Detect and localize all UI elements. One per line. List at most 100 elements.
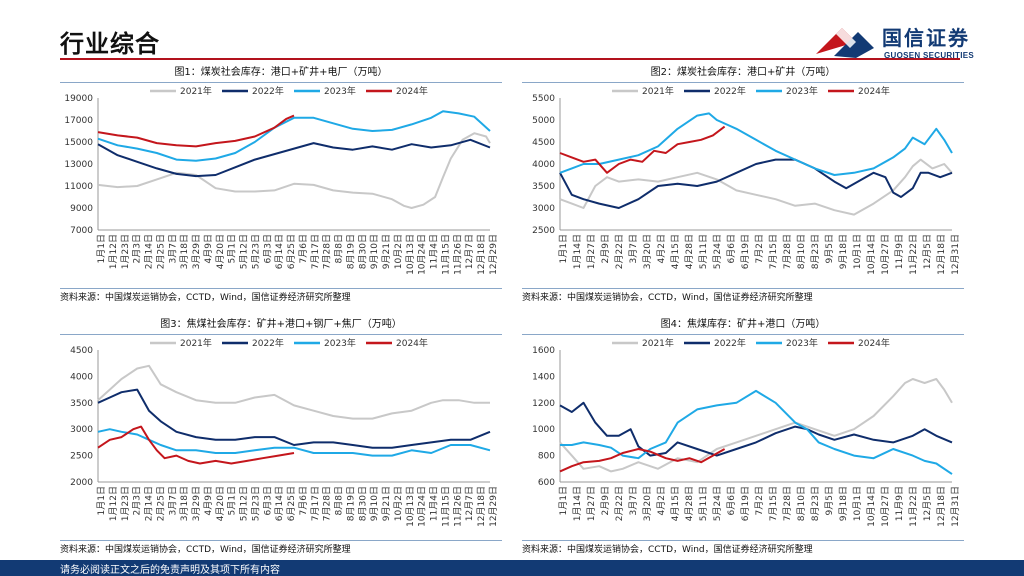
x-tick-label: 3月29日 (191, 486, 202, 521)
y-tick-label: 1600 (532, 346, 555, 356)
series-line (97, 388, 491, 449)
x-tick-label: 12月18日 (476, 486, 487, 527)
x-tick-label: 2月3日 (132, 486, 143, 515)
x-tick-label: 2月25日 (155, 234, 166, 269)
x-tick-label: 12月7日 (464, 234, 475, 269)
x-tick-label: 11月26日 (452, 486, 463, 527)
x-tick-label: 5月24日 (712, 486, 723, 521)
x-tick-label: 10月24日 (417, 486, 428, 527)
x-tick-label: 8月23日 (810, 234, 821, 269)
x-tick-label: 6月25日 (286, 234, 297, 269)
y-tick-label: 2500 (70, 452, 93, 462)
x-tick-label: 6月14日 (274, 234, 285, 269)
x-tick-label: 11月15日 (440, 234, 451, 275)
series-line (559, 401, 953, 457)
x-tick-label: 10月14日 (866, 486, 877, 527)
x-tick-label: 8月19日 (345, 234, 356, 269)
x-tick-label: 3月7日 (628, 486, 639, 515)
x-tick-label: 5月12日 (239, 234, 250, 269)
x-tick-label: 1月12日 (108, 486, 119, 521)
y-tick-label: 15000 (64, 138, 93, 148)
y-tick-label: 4500 (70, 346, 93, 356)
chart-source: 资料来源：中国煤炭运销协会，CCTD，Wind，国信证券经济研究所整理 (522, 288, 964, 305)
x-tick-label: 11月4日 (429, 234, 440, 269)
legend-label: 2024年 (396, 337, 428, 349)
chart-1-svg: 2021年 2022年 2023年 2024年 7000 9000 11000 13000 15… (64, 85, 499, 275)
x-tick-label: 9月5日 (824, 486, 835, 515)
legend-label: 2022年 (252, 85, 284, 97)
y-tick-label: 17000 (64, 116, 93, 126)
x-tick-label: 3月18日 (179, 486, 190, 521)
x-tick-label: 12月31日 (950, 234, 961, 275)
x-tick-label: 4月20日 (215, 486, 226, 521)
legend-label: 2024年 (396, 85, 428, 97)
x-tick-label: 9月10日 (369, 486, 380, 521)
footer-disclaimer: 请务必阅读正文之后的免责声明及其项下所有内容 (60, 565, 280, 576)
series-line (559, 378, 953, 473)
x-tick-label: 12月5日 (922, 486, 933, 521)
y-tick-label: 4500 (532, 138, 555, 148)
x-tick-label: 12月18日 (476, 234, 487, 275)
x-tick-label: 2月22日 (614, 486, 625, 521)
y-tick-label: 3000 (70, 425, 93, 435)
series-line (97, 425, 295, 465)
x-tick-label: 3月7日 (167, 234, 178, 263)
x-tick-label: 1月1日 (96, 486, 107, 515)
footer-bar: 请务必阅读正文之后的免责声明及其项下所有内容 (0, 560, 1024, 576)
x-tick-label: 6月3日 (262, 234, 273, 263)
chart-source: 资料来源：中国煤炭运销协会，CCTD，Wind，国信证券经济研究所整理 (60, 288, 502, 305)
x-tick-label: 10月27日 (880, 234, 891, 275)
x-tick-label: 11月22日 (908, 234, 919, 275)
x-tick-label: 9月10日 (369, 234, 380, 269)
x-tick-label: 11月9日 (894, 234, 905, 269)
legend-label: 2023年 (324, 337, 356, 349)
y-tick-label: 1200 (532, 399, 555, 409)
x-tick-label: 6月19日 (740, 234, 751, 269)
legend-label: 2021年 (642, 337, 674, 349)
x-tick-label: 2月9日 (600, 486, 611, 515)
x-tick-label: 3月29日 (191, 234, 202, 269)
x-tick-label: 7月17日 (310, 234, 321, 269)
x-tick-label: 10月2日 (393, 486, 404, 521)
x-tick-label: 10月14日 (866, 234, 877, 275)
y-tick-label: 5000 (532, 116, 555, 126)
y-tick-label: 19000 (64, 94, 93, 104)
chart-source: 资料来源：中国煤炭运销协会，CCTD，Wind，国信证券经济研究所整理 (522, 540, 964, 557)
x-tick-label: 7月6日 (298, 234, 309, 263)
x-tick-label: 8月8日 (334, 486, 345, 515)
legend-label: 2021年 (180, 85, 212, 97)
x-tick-label: 4月2日 (656, 486, 667, 515)
logo-mark-icon (816, 28, 874, 58)
x-tick-label: 12月29日 (488, 486, 499, 527)
x-tick-label: 4月28日 (684, 234, 695, 269)
legend-label: 2023年 (786, 337, 818, 349)
x-tick-label: 12月29日 (488, 234, 499, 275)
x-tick-label: 10月2日 (393, 234, 404, 269)
y-tick-label: 4000 (70, 372, 93, 382)
series-line (559, 112, 953, 176)
series-line (97, 132, 491, 209)
x-tick-label: 1月12日 (108, 234, 119, 269)
y-tick-label: 13000 (64, 160, 93, 170)
series-line (97, 428, 491, 457)
legend-label: 2023年 (786, 85, 818, 97)
logo-name-cn: 国信证券 (882, 26, 970, 50)
chart-4-svg: 2021年 2022年 2023年 2024年 600 800 1000 1200 1400 16… (532, 337, 961, 527)
x-tick-label: 1月1日 (96, 234, 107, 263)
x-tick-label: 6月19日 (740, 486, 751, 521)
x-tick-label: 12月5日 (922, 234, 933, 269)
chart-source: 资料来源：中国煤炭运销协会，CCTD，Wind，国信证券经济研究所整理 (60, 540, 502, 557)
x-tick-label: 5月11日 (698, 486, 709, 521)
x-tick-label: 3月7日 (167, 486, 178, 515)
x-tick-label: 2月3日 (132, 234, 143, 263)
x-tick-label: 1月1日 (558, 486, 569, 515)
legend-label: 2022年 (714, 337, 746, 349)
x-tick-label: 4月15日 (670, 486, 681, 521)
x-tick-label: 3月20日 (642, 234, 653, 269)
series-line (559, 125, 726, 174)
series-line (97, 110, 491, 162)
y-tick-label: 800 (538, 452, 555, 462)
x-tick-label: 7月28日 (782, 234, 793, 269)
x-tick-label: 7月2日 (754, 486, 765, 515)
x-tick-label: 6月6日 (726, 234, 737, 263)
